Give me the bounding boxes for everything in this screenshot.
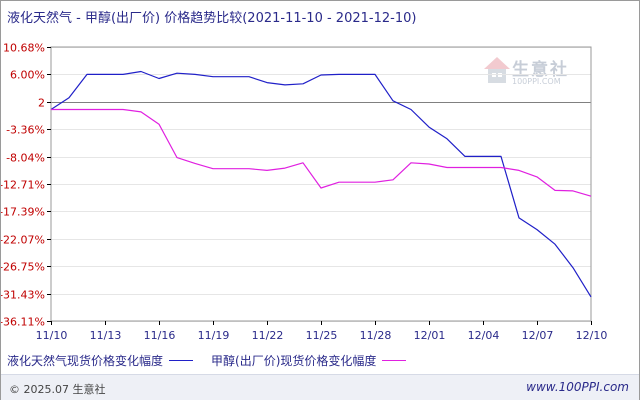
legend-swatch-methanol xyxy=(382,360,407,361)
x-tick-label: 11/25 xyxy=(306,329,338,342)
legend-item-methanol: 甲醇(出厂价)现货价格变化幅度 xyxy=(211,352,407,369)
y-tick-label: 6.00% xyxy=(10,69,45,82)
chart-title: 液化天然气 - 甲醇(出厂价) 价格趋势比较(2021-11-10 - 2021… xyxy=(7,11,417,26)
footer-bar: © 2025.07 生意社 www.100PPI.com xyxy=(1,374,639,400)
watermark-domain: 100PPI.COM xyxy=(512,77,561,86)
y-tick-label: -31.43% xyxy=(1,289,45,302)
series-line-methanol xyxy=(51,108,592,197)
y-tick-label: -12.71% xyxy=(1,179,45,192)
copyright-text: © 2025.07 生意社 xyxy=(9,383,106,396)
series-line-lng xyxy=(50,70,592,298)
y-tick-label: -26.75% xyxy=(1,261,45,274)
x-tick-label: 11/22 xyxy=(252,329,284,342)
x-tick-label: 11/16 xyxy=(144,329,176,342)
axis-layer xyxy=(47,46,592,325)
y-tick-label: -8.04% xyxy=(6,152,45,165)
x-tick-label: 11/19 xyxy=(198,329,230,342)
chart-legend: 液化天然气现货价格变化幅度 甲醇(出厂价)现货价格变化幅度 xyxy=(7,352,424,369)
x-tick-label: 12/04 xyxy=(468,329,500,342)
y-tick-label: 10.68% xyxy=(3,42,45,55)
y-tick-label: -3.36% xyxy=(6,124,45,137)
line-chart: 10.68% 6.00% 2 -3.36% -8.04% -12.71% -17.39% -2… xyxy=(1,42,607,343)
x-tick-label: 12/01 xyxy=(414,329,446,342)
y-tick-label: -17.39% xyxy=(1,206,45,219)
x-tick-label: 12/10 xyxy=(576,329,608,342)
grid-layer xyxy=(51,47,591,322)
y-tick-label: -36.11% xyxy=(1,316,45,329)
x-tick-label: 11/28 xyxy=(360,329,392,342)
series-layer xyxy=(50,70,592,298)
x-tick-label: 11/13 xyxy=(90,329,122,342)
x-tick-label: 11/10 xyxy=(36,329,68,342)
tick-label-layer: 10.68% 6.00% 2 -3.36% -8.04% -12.71% -17.39% -2… xyxy=(1,42,607,343)
y-tick-label: 2 xyxy=(38,97,45,110)
site-link[interactable]: www.100PPI.com xyxy=(526,380,629,394)
legend-label-methanol: 甲醇(出厂价)现货价格变化幅度 xyxy=(211,354,377,368)
legend-swatch-lng xyxy=(169,360,194,361)
x-tick-label: 12/07 xyxy=(522,329,554,342)
y-tick-label: -22.07% xyxy=(1,234,45,247)
legend-item-lng: 液化天然气现货价格变化幅度 xyxy=(7,352,194,369)
legend-label-lng: 液化天然气现货价格变化幅度 xyxy=(7,354,164,368)
